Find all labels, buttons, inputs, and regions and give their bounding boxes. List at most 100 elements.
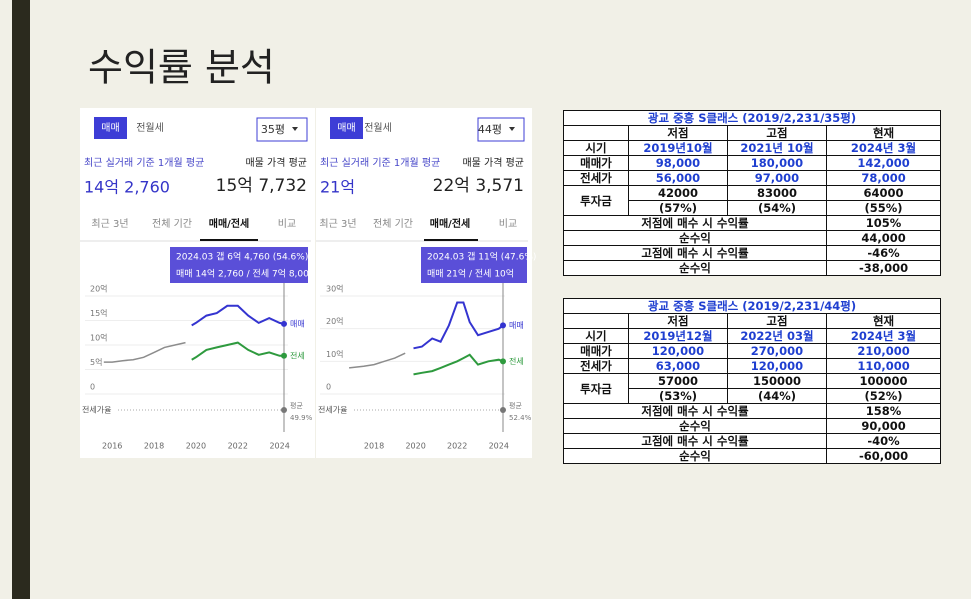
row-label: 투자금 bbox=[563, 185, 629, 216]
period-tab: 최근 3년 bbox=[91, 218, 128, 230]
x-tick-label: 2020 bbox=[405, 442, 425, 451]
summary-label: 고점에 매수 시 수익률 bbox=[563, 433, 827, 449]
y-tick-label: 20억 bbox=[326, 316, 344, 326]
data-cell: 2024년 3월 bbox=[825, 140, 942, 156]
side-bar bbox=[12, 0, 30, 599]
y-tick-label: 20억 bbox=[90, 284, 108, 294]
summary-label: 순수익 bbox=[563, 448, 827, 464]
summary-row: 순수익 44,000 bbox=[563, 230, 942, 246]
tooltip bbox=[170, 247, 308, 283]
summary-row: 저점에 매수 시 수익률 158% bbox=[563, 403, 942, 419]
series-line bbox=[103, 341, 186, 363]
y-tick-label: 10억 bbox=[326, 349, 344, 359]
series-label: 전세 bbox=[509, 356, 524, 366]
tab-active bbox=[330, 117, 363, 139]
row-label: 시기 bbox=[563, 140, 629, 156]
row-label: 전세가 bbox=[563, 358, 629, 374]
summary-label: 고점에 매수 시 수익률 bbox=[563, 245, 827, 261]
summary-label: 저점에 매수 시 수익률 bbox=[563, 403, 827, 419]
tooltip bbox=[421, 247, 527, 283]
series-line bbox=[413, 353, 504, 376]
cursor-dot bbox=[281, 407, 287, 413]
data-cell: 2019년12월 bbox=[628, 328, 728, 344]
investment-ratio: (57%) bbox=[628, 200, 728, 216]
summary-value: 44,000 bbox=[825, 230, 942, 246]
corner-cell bbox=[563, 313, 629, 329]
y-tick-label: 0 bbox=[326, 383, 331, 392]
row-label: 전세가 bbox=[563, 170, 629, 186]
row-label: 시기 bbox=[563, 328, 629, 344]
data-cell: 98,000 bbox=[628, 155, 728, 171]
ratio-label: 전세가율 bbox=[318, 405, 347, 415]
period-tab: 비교 bbox=[278, 218, 296, 230]
corner-cell bbox=[563, 125, 629, 141]
avg-label: 최근 실거래 기준 1개월 평균 bbox=[320, 157, 440, 169]
data-table: 광교 중흥 S클래스 (2019/2,231/35평) 저점 고점 현재 시기 2019년… bbox=[562, 110, 942, 276]
header-row: 저점 고점 현재 bbox=[563, 313, 942, 329]
investment-row: 투자금 57000 150000 100000 bbox=[563, 373, 942, 404]
data-cell: 2022년 03월 bbox=[727, 328, 827, 344]
cursor-dot bbox=[500, 407, 506, 413]
row-label: 매매가 bbox=[563, 155, 629, 171]
data-table: 광교 중흥 S클래스 (2019/2,231/44평) 저점 고점 현재 시기 2019년… bbox=[562, 298, 942, 464]
series-label: 매매 bbox=[290, 319, 305, 328]
ratio-avg-label: 평균 bbox=[509, 401, 522, 410]
investment-ratio-row: (57%) (54%) (55%) bbox=[564, 200, 942, 216]
ratio-avg-label: 평균 bbox=[290, 401, 303, 410]
tab-label: 매매 bbox=[337, 122, 355, 134]
title-row: 광교 중흥 S클래스 (2019/2,231/35평) bbox=[562, 110, 942, 126]
data-cell: 120,000 bbox=[727, 358, 827, 374]
data-cell: 142,000 bbox=[825, 155, 942, 171]
y-tick-label: 5억 bbox=[90, 357, 102, 367]
summary-value: 90,000 bbox=[825, 418, 942, 434]
listing-value: 22억 3,571 bbox=[433, 176, 524, 196]
period-tab: 매매/전세 bbox=[209, 217, 249, 230]
header-cell: 고점 bbox=[727, 125, 827, 141]
data-cell: 210,000 bbox=[825, 343, 942, 359]
table-title: 광교 중흥 S클래스 (2019/2,231/35평) bbox=[562, 110, 942, 126]
avg-value: 21억 bbox=[320, 178, 355, 197]
summary-row: 순수익 90,000 bbox=[563, 418, 942, 434]
summary-row: 고점에 매수 시 수익률 -40% bbox=[563, 433, 942, 449]
summary-value: -60,000 bbox=[825, 448, 942, 464]
data-cell: 97,000 bbox=[727, 170, 827, 186]
data-cell: 63,000 bbox=[628, 358, 728, 374]
summary-value: -46% bbox=[825, 245, 942, 261]
summary-row: 저점에 매수 시 수익률 105% bbox=[563, 215, 942, 231]
listing-label: 매물 가격 평균 bbox=[462, 156, 524, 169]
tooltip-text: 매매 14억 2,760 / 전세 7억 8,000 bbox=[176, 268, 315, 280]
investment-ratio: (54%) bbox=[727, 200, 827, 216]
summary-label: 순수익 bbox=[563, 230, 827, 246]
data-row: 매매가 98,000 180,000 142,000 bbox=[563, 155, 942, 171]
header-cell: 현재 bbox=[825, 125, 942, 141]
summary-value: -38,000 bbox=[825, 260, 942, 276]
period-tab: 전체 기간 bbox=[373, 218, 413, 230]
period-tab: 전체 기간 bbox=[152, 218, 192, 230]
summary-label: 저점에 매수 시 수익률 bbox=[563, 215, 827, 231]
investment-amount: 42000 bbox=[628, 185, 728, 201]
x-tick-label: 2022 bbox=[447, 442, 467, 451]
period-tab: 최근 3년 bbox=[319, 218, 356, 230]
summary-value: 158% bbox=[825, 403, 942, 419]
series-line bbox=[413, 301, 504, 350]
data-row: 매매가 120,000 270,000 210,000 bbox=[563, 343, 942, 359]
listing-label: 매물 가격 평균 bbox=[245, 156, 307, 169]
header-cell: 저점 bbox=[628, 313, 728, 329]
investment-amount: 64000 bbox=[825, 185, 942, 201]
size-label: 44평 bbox=[478, 123, 502, 136]
header-cell: 저점 bbox=[628, 125, 728, 141]
header-cell: 고점 bbox=[727, 313, 827, 329]
cursor-dot bbox=[500, 358, 506, 365]
data-cell: 2021년 10월 bbox=[727, 140, 827, 156]
y-tick-label: 15억 bbox=[90, 308, 108, 318]
size-dropdown[interactable] bbox=[477, 117, 525, 142]
table-title: 광교 중흥 S클래스 (2019/2,231/44평) bbox=[562, 298, 942, 314]
cursor-dot bbox=[281, 352, 287, 359]
row-label: 투자금 bbox=[563, 373, 629, 404]
ratio-label: 전세가율 bbox=[82, 405, 111, 415]
size-dropdown[interactable] bbox=[256, 117, 308, 142]
summary-row: 순수익 -38,000 bbox=[563, 260, 942, 276]
period-tab: 비교 bbox=[499, 218, 517, 230]
investment-ratio: (52%) bbox=[825, 388, 942, 404]
